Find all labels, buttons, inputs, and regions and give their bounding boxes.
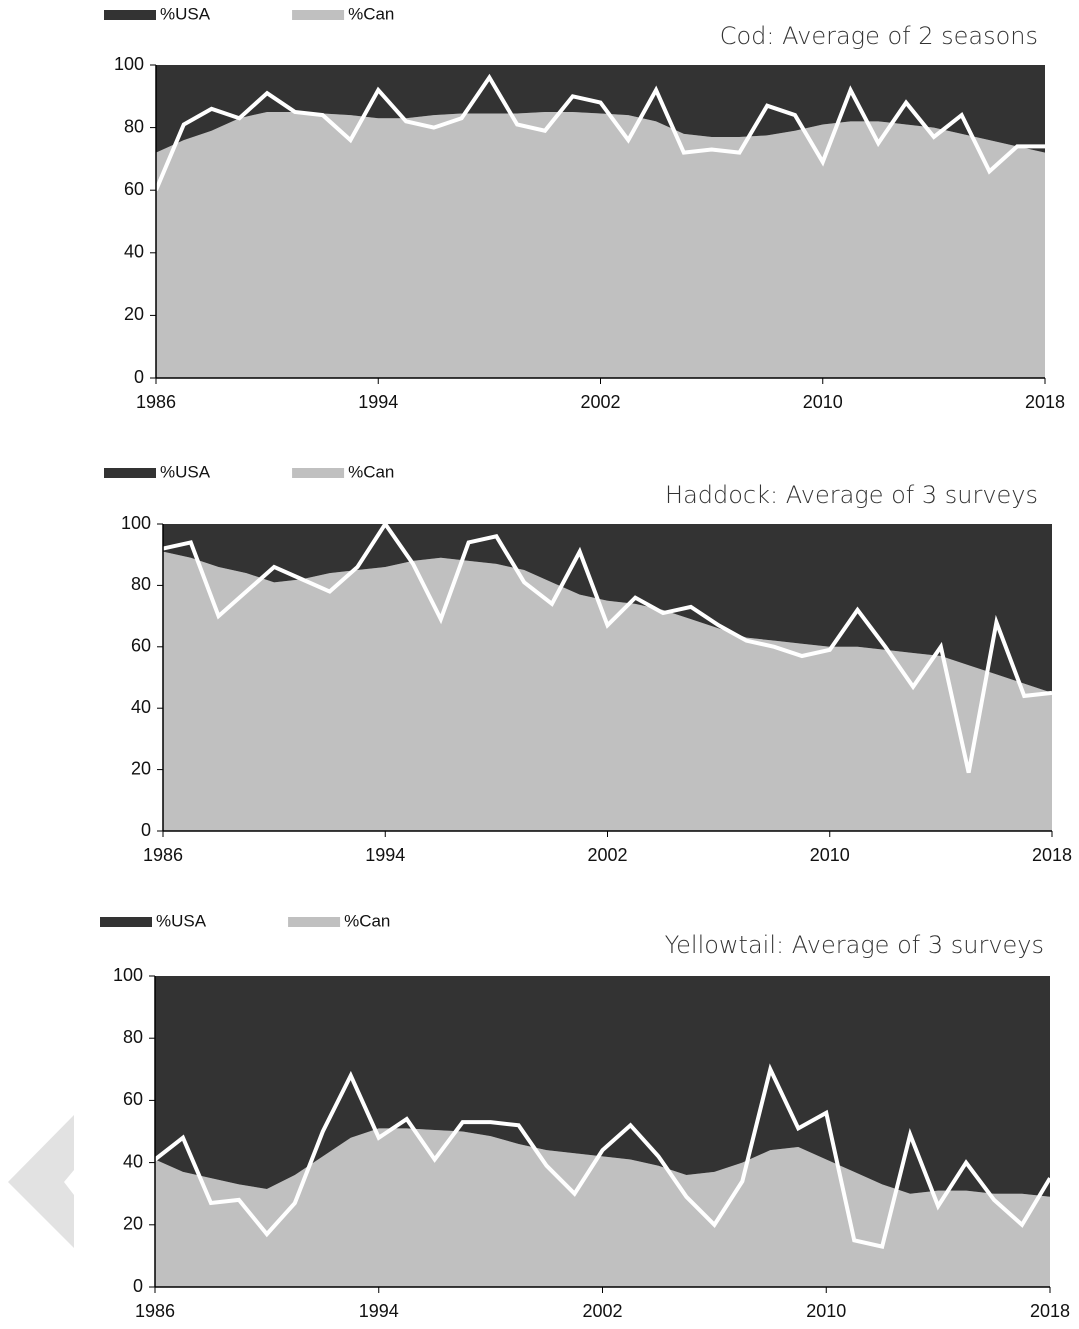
y-tick-label: 80 bbox=[124, 116, 144, 136]
area bbox=[155, 1128, 1050, 1287]
area bbox=[155, 976, 1050, 1197]
x-tick-label: 2002 bbox=[587, 845, 627, 865]
legend-label: %Can bbox=[344, 911, 390, 930]
x-tick-label: 2002 bbox=[582, 1301, 622, 1321]
y-tick-label: 0 bbox=[134, 367, 144, 387]
y-tick-label: 20 bbox=[131, 758, 151, 778]
x-tick-label: 2018 bbox=[1030, 1301, 1070, 1321]
legend-label: %USA bbox=[156, 911, 207, 930]
x-tick-label: 1994 bbox=[365, 845, 405, 865]
legend-swatch bbox=[104, 468, 156, 478]
legend-label: %Can bbox=[348, 4, 394, 23]
x-tick-label: 2002 bbox=[580, 392, 620, 412]
y-tick-label: 20 bbox=[124, 304, 144, 324]
legend-label: %Can bbox=[348, 462, 394, 481]
legend-label: %USA bbox=[160, 462, 211, 481]
chart: Yellowtail: Average of 3 surveys 0 20 40 60 8… bbox=[100, 911, 1070, 1321]
y-tick-label: 100 bbox=[114, 54, 144, 74]
legend-swatch bbox=[288, 917, 341, 927]
area bbox=[156, 111, 1045, 378]
x-tick-label: 1986 bbox=[135, 1301, 175, 1321]
x-tick-label: 1986 bbox=[143, 845, 183, 865]
y-tick-label: 20 bbox=[123, 1214, 143, 1234]
legend-swatch bbox=[104, 10, 156, 20]
area bbox=[156, 65, 1045, 153]
y-tick-label: 100 bbox=[113, 965, 143, 985]
nav-arrow-notch bbox=[64, 1170, 74, 1195]
y-tick-label: 40 bbox=[131, 697, 151, 717]
y-tick-label: 80 bbox=[123, 1027, 143, 1047]
chart-title: Yellowtail: Average of 3 surveys bbox=[665, 931, 1044, 959]
y-tick-label: 40 bbox=[124, 242, 144, 262]
line bbox=[153, 1063, 1052, 1249]
y-tick-label: 60 bbox=[124, 179, 144, 199]
area bbox=[163, 524, 1052, 693]
y-tick-label: 60 bbox=[131, 636, 151, 656]
y-tick-label: 100 bbox=[121, 513, 151, 533]
legend-label: %USA bbox=[160, 4, 211, 23]
x-tick-label: 2010 bbox=[803, 392, 843, 412]
y-tick-label: 0 bbox=[133, 1276, 143, 1296]
y-tick-label: 60 bbox=[123, 1089, 143, 1109]
x-tick-label: 1994 bbox=[358, 392, 398, 412]
legend-swatch bbox=[292, 10, 345, 20]
line bbox=[162, 520, 1053, 774]
legend-swatch bbox=[100, 917, 152, 927]
line bbox=[154, 73, 1045, 191]
chart: Cod: Average of 2 seasons 0 20 40 60 80 100 198… bbox=[104, 4, 1065, 412]
x-tick-label: 2018 bbox=[1025, 392, 1065, 412]
nav-arrow-decoration bbox=[8, 1115, 74, 1248]
x-tick-label: 2018 bbox=[1032, 845, 1072, 865]
x-tick-label: 2010 bbox=[810, 845, 850, 865]
chart-title: Cod: Average of 2 seasons bbox=[720, 22, 1038, 50]
y-tick-label: 0 bbox=[141, 820, 151, 840]
area bbox=[163, 551, 1052, 831]
chart-title: Haddock: Average of 3 surveys bbox=[665, 481, 1038, 509]
chart: Haddock: Average of 3 surveys 0 20 40 60 80 10… bbox=[104, 462, 1072, 865]
y-tick-label: 80 bbox=[131, 574, 151, 594]
legend-swatch bbox=[292, 468, 345, 478]
x-tick-label: 1994 bbox=[359, 1301, 399, 1321]
x-tick-label: 1986 bbox=[136, 392, 176, 412]
x-tick-label: 2010 bbox=[806, 1301, 846, 1321]
y-tick-label: 40 bbox=[123, 1151, 143, 1171]
